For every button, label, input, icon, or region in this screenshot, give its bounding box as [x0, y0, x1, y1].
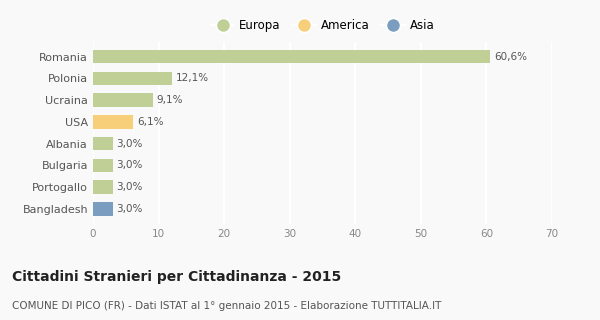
- Text: 9,1%: 9,1%: [157, 95, 183, 105]
- Bar: [93, 137, 113, 150]
- Bar: [93, 159, 113, 172]
- Text: 3,0%: 3,0%: [116, 139, 143, 149]
- Text: 12,1%: 12,1%: [176, 73, 209, 84]
- Bar: [93, 180, 113, 194]
- Bar: [93, 50, 490, 63]
- Bar: [93, 202, 113, 216]
- Text: 3,0%: 3,0%: [116, 182, 143, 192]
- Legend: Europa, America, Asia: Europa, America, Asia: [206, 15, 439, 37]
- Bar: [93, 72, 172, 85]
- Bar: [93, 93, 152, 107]
- Text: 3,0%: 3,0%: [116, 204, 143, 214]
- Text: COMUNE DI PICO (FR) - Dati ISTAT al 1° gennaio 2015 - Elaborazione TUTTITALIA.IT: COMUNE DI PICO (FR) - Dati ISTAT al 1° g…: [12, 301, 442, 311]
- Text: 60,6%: 60,6%: [494, 52, 527, 62]
- Text: Cittadini Stranieri per Cittadinanza - 2015: Cittadini Stranieri per Cittadinanza - 2…: [12, 270, 341, 284]
- Text: 3,0%: 3,0%: [116, 160, 143, 171]
- Bar: [93, 115, 133, 129]
- Text: 6,1%: 6,1%: [137, 117, 163, 127]
